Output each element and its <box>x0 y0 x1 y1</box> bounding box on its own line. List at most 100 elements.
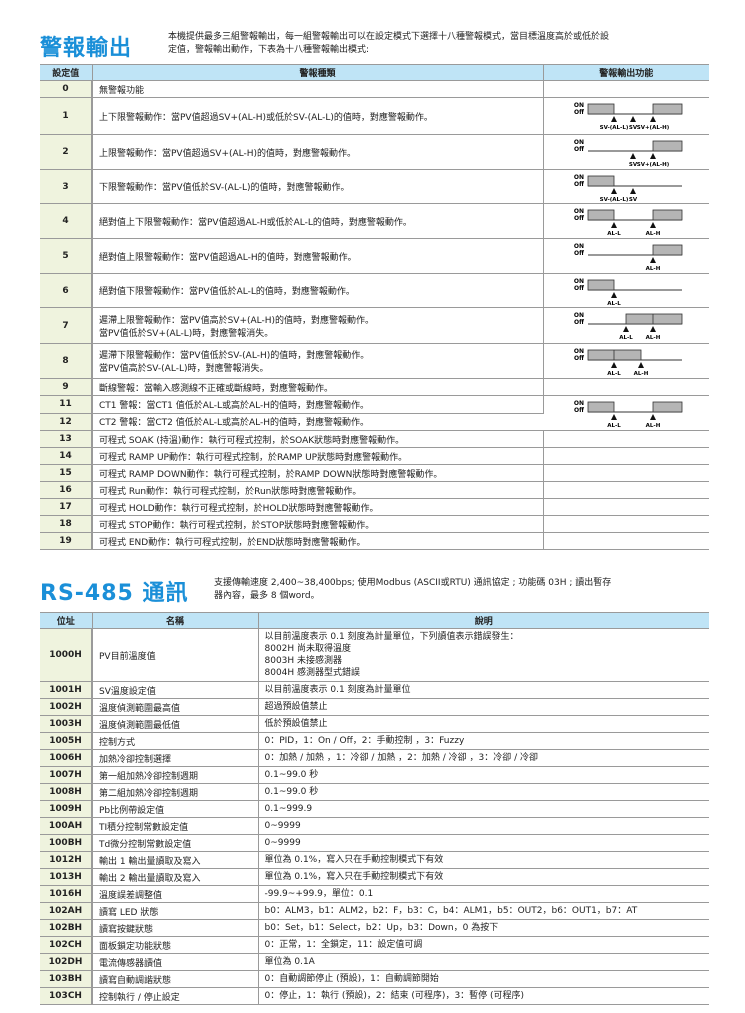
alarm-type-description: 遲滯下限警報動作：當PV值低於SV-(AL-H)的值時，對應警報動作。 當PV值高… <box>92 343 544 379</box>
alarm-type-description: 可程式 STOP動作：執行可程式控制，於STOP狀態時對應警報動作。 <box>92 515 544 533</box>
threshold-marker-icon <box>637 362 644 368</box>
description-line: 當PV值高於SV-(AL-L)時，對應警報消失。 <box>99 364 269 374</box>
register-name: 溫度誤差調整值 <box>92 885 259 903</box>
set-value: 7 <box>40 307 93 344</box>
threshold-label: AL-L <box>607 371 621 377</box>
register-name: 控制執行 / 停止設定 <box>92 987 259 1005</box>
register-description: 0.1~99.0 秒 <box>258 766 709 784</box>
threshold-label: SV <box>628 197 637 203</box>
description-line: 絕對值下限警報動作：當PV值低於AL-L的值時，對應警報動作。 <box>99 287 355 297</box>
alarm-mode-row: 9 斷線警報：當輸入感測線不正確或斷線時，對應警報動作。 <box>40 378 709 396</box>
register-name: 第一組加熱冷卻控制週期 <box>92 766 259 784</box>
register-name: 控制方式 <box>92 732 259 750</box>
alarm-function-cell: ON Off AL-L <box>543 273 709 308</box>
alarm-function-cell <box>543 378 709 396</box>
threshold-label: AL-H <box>645 335 660 341</box>
register-name: Td微分控制常數設定值 <box>92 834 259 852</box>
alarm-mode-row: 1 上下限警報動作：當PV值超過SV+(AL-H)或低於SV-(AL-L)的值時，… <box>40 97 709 135</box>
off-label: Off <box>574 285 584 292</box>
description-line: 可程式 RAMP UP動作：執行可程式控制，於RAMP UP狀態時對應警報動作。 <box>99 452 408 463</box>
alarm-function-cell <box>543 498 709 516</box>
register-description: 單位為 0.1A <box>258 953 709 971</box>
threshold-label: SV+(AL-H) <box>636 125 669 131</box>
alarm-type-description: 斷線警報：當輸入感測線不正確或斷線時，對應警報動作。 <box>92 378 544 396</box>
alarm-function-cell: ON Off SV SV+(AL-H) <box>543 134 709 170</box>
register-address: 103BH <box>40 970 93 988</box>
alarm-function-cell <box>543 515 709 533</box>
rs485-intro: 支援傳輸速度 2,400~38,400bps; 使用Modbus (ASCII或… <box>214 577 611 603</box>
alarm-section-title: 警報輸出 <box>40 36 133 61</box>
register-name: SV溫度設定值 <box>92 681 259 699</box>
threshold-label: SV <box>628 162 637 168</box>
description-line: CT2 警報：當CT2 值低於AL-L或高於AL-H的值時，對應警報動作。 <box>99 418 370 429</box>
rs485-register-table: 位址 名稱 說明 1000H PV目前溫度值 以目前溫度表示 0.1 刻度為計量單位… <box>40 612 709 1005</box>
header-alarm-function: 警報輸出功能 <box>543 64 709 81</box>
alarm-function-cell <box>543 447 709 465</box>
alarm-type-description: 可程式 SOAK (持溫)動作：執行可程式控制，於SOAK狀態時對應警報動作。 <box>92 430 544 448</box>
register-row: 100BH Td微分控制常數設定值 0~9999 <box>40 834 709 852</box>
on-region <box>625 313 682 325</box>
register-name: 溫度偵測範圍最低值 <box>92 715 259 733</box>
set-value: 1 <box>40 97 93 135</box>
on-label: ON <box>573 400 583 407</box>
threshold-label: AL-L <box>607 423 621 429</box>
register-name: TI積分控制常數設定值 <box>92 817 259 835</box>
set-value: 14 <box>40 447 93 465</box>
description-line: -99.9~+99.9，單位：0.1 <box>264 889 374 899</box>
threshold-label: SV+(AL-H) <box>636 162 669 168</box>
threshold-marker-icon <box>629 116 636 122</box>
register-row: 103BH 讀寫自動調諧狀態 0：自動調節停止 (預設)，1：自動調節開始 <box>40 970 709 988</box>
register-row: 1009H Pb比例帶設定值 0.1~999.9 <box>40 800 709 818</box>
threshold-label: AL-H <box>645 231 660 237</box>
register-address: 1005H <box>40 732 93 750</box>
register-name: 輸出 1 輸出量讀取及寫入 <box>92 851 259 869</box>
register-name: 輸出 2 輸出量讀取及寫入 <box>92 868 259 886</box>
description-line: 0~9999 <box>264 838 301 848</box>
register-description: 單位為 0.1%，寫入只在手動控制模式下有效 <box>258 851 709 869</box>
on-label: ON <box>573 208 583 215</box>
threshold-marker-icon <box>649 153 656 159</box>
register-row: 1006H 加熱冷卻控制選擇 0：加熱 / 加熱 ，1：冷卻 / 加熱 ，2：加熱 … <box>40 749 709 767</box>
alarm-type-description: 上下限警報動作：當PV值超過SV+(AL-H)或低於SV-(AL-L)的值時，對… <box>92 97 544 135</box>
description-line: 遲滯下限警報動作：當PV值低於SV-(AL-H)的值時，對應警報動作。 <box>99 351 370 361</box>
register-address: 1001H <box>40 681 93 699</box>
off-label: Off <box>574 355 584 362</box>
description-line: 超過預設值禁止 <box>264 702 328 712</box>
alarm-type-description: 可程式 HOLD動作：執行可程式控制，於HOLD狀態時對應警報動作。 <box>92 498 544 516</box>
alarm-function-cell: ON Off AL-H <box>543 238 709 274</box>
threshold-marker-icon <box>610 362 617 368</box>
on-region <box>587 175 614 187</box>
alarm-function-cell: ON Off AL-L AL-H <box>543 203 709 239</box>
register-row: 1000H PV目前溫度值 以目前溫度表示 0.1 刻度為計量單位，下列讀值表示錯誤… <box>40 628 709 682</box>
description-line: 8004H 感測器型式錯誤 <box>264 668 361 678</box>
set-value: 15 <box>40 464 93 482</box>
register-address: 1003H <box>40 715 93 733</box>
on-label: ON <box>573 348 583 355</box>
register-description: 0~9999 <box>258 817 709 835</box>
register-address: 100AH <box>40 817 93 835</box>
alarm-function-cell <box>543 430 709 448</box>
description-line: 0：正常，1：全鎖定，11：設定值可調 <box>264 940 423 950</box>
register-row: 1016H 溫度誤差調整值 -99.9~+99.9，單位：0.1 <box>40 885 709 903</box>
off-label: Off <box>574 319 584 326</box>
alarm-modes-table: 設定值 警報種類 警報輸出功能 0 無警報功能 1 上下限警報動作：當PV值超過SV+… <box>40 64 709 550</box>
register-row: 1012H 輸出 1 輸出量讀取及寫入 單位為 0.1%，寫入只在手動控制模式下有效 <box>40 851 709 869</box>
alarm-intro-line: 本機提供最多三組警報輸出，每一組警報輸出可以在設定模式下選擇十八種警報模式，當目… <box>168 32 610 42</box>
register-address: 1000H <box>40 628 93 682</box>
register-name: 讀寫自動調諧狀態 <box>92 970 259 988</box>
alarm-function-cell <box>543 80 709 98</box>
alarm-function-cell: ON Off SV-(AL-L) SV <box>543 169 709 204</box>
description-line: 0~9999 <box>264 821 301 831</box>
alarm-function-cell: ON Off AL-L AL-H <box>543 343 709 379</box>
alarm-type-description: 絕對值上限警報動作：當PV值超過AL-H的值時，對應警報動作。 <box>92 238 544 274</box>
register-address: 102CH <box>40 936 93 954</box>
set-value: 4 <box>40 203 93 239</box>
register-address: 1016H <box>40 885 93 903</box>
register-address: 1013H <box>40 868 93 886</box>
register-name: 加熱冷卻控制選擇 <box>92 749 259 767</box>
